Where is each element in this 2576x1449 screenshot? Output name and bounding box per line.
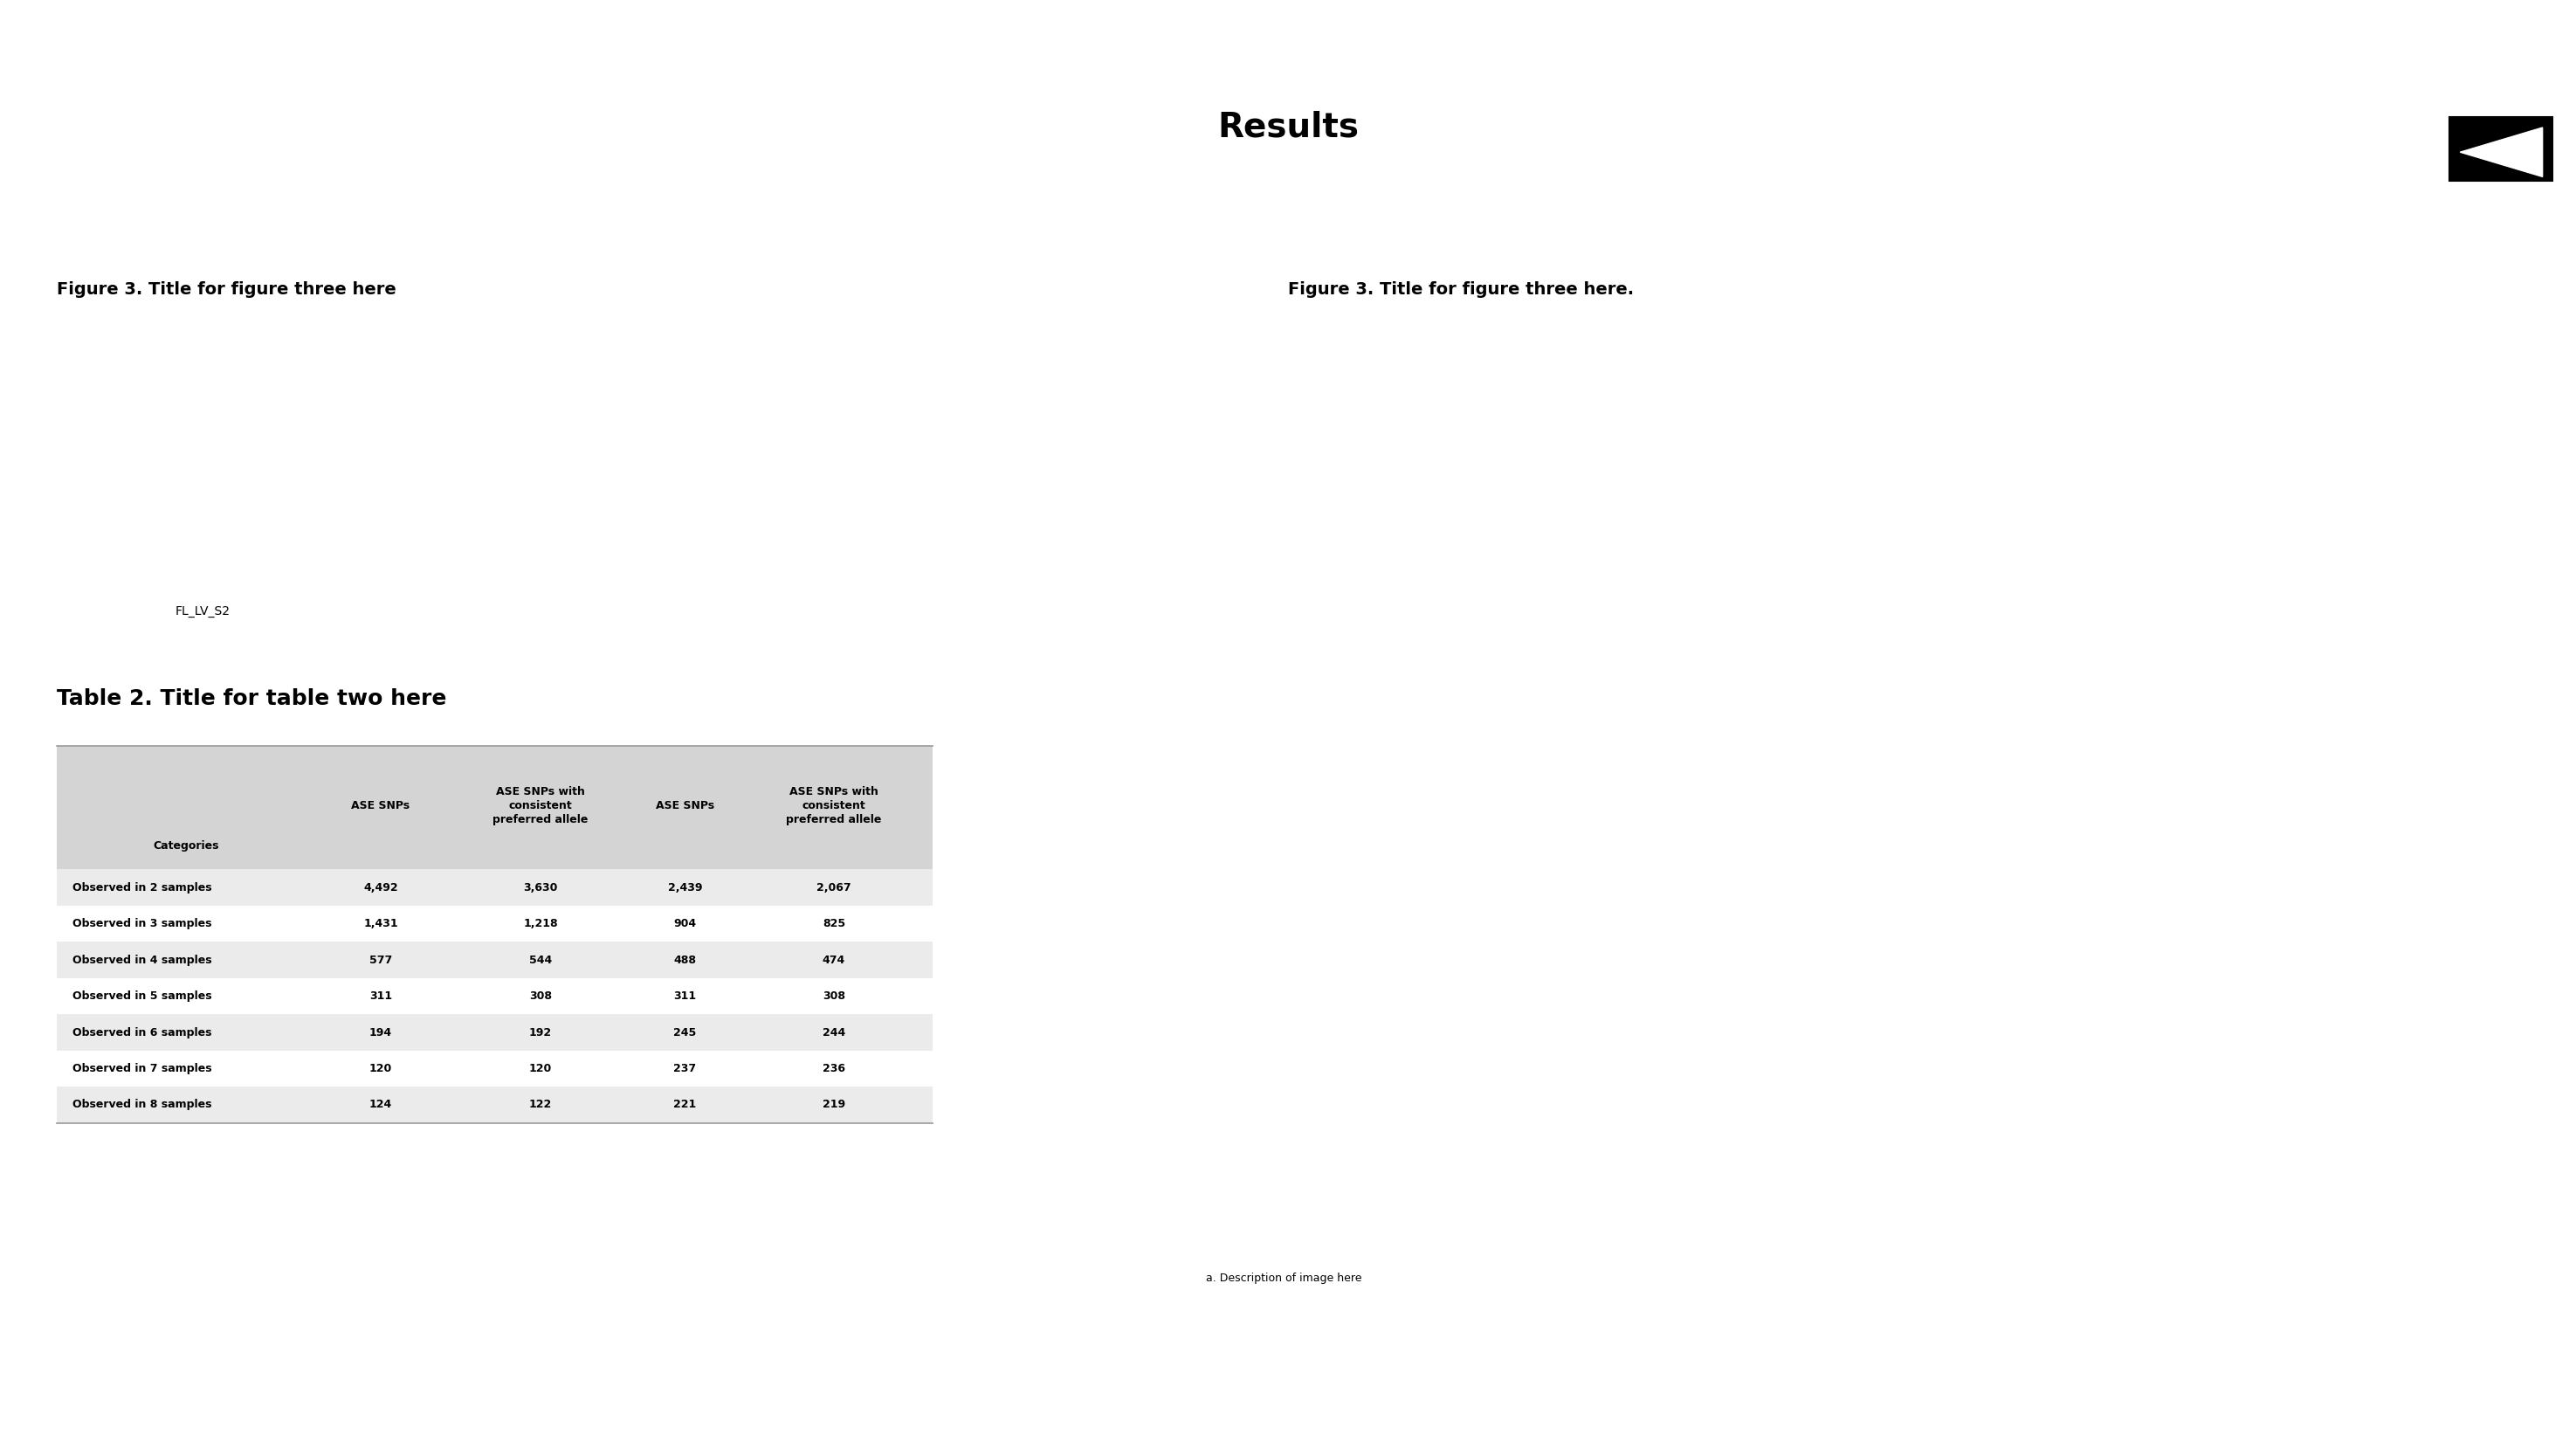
Text: 904: 904 [675, 919, 696, 929]
Text: 308: 308 [528, 991, 551, 1001]
Text: 4,492: 4,492 [363, 882, 399, 893]
Text: Figure 3. Title for figure three here.: Figure 3. Title for figure three here. [1288, 281, 1633, 298]
Polygon shape [2460, 128, 2543, 177]
Bar [57, 1051, 933, 1087]
Text: 221: 221 [675, 1100, 696, 1110]
Text: 122: 122 [528, 1100, 551, 1110]
Text: 237: 237 [675, 1064, 696, 1074]
Text: 245: 245 [675, 1027, 696, 1037]
Text: 311: 311 [675, 991, 696, 1001]
Text: 244: 244 [822, 1027, 845, 1037]
Text: 308: 308 [822, 991, 845, 1001]
Text: ASE SNPs: ASE SNPs [350, 800, 410, 811]
Text: 120: 120 [368, 1064, 392, 1074]
Text: 474: 474 [822, 955, 845, 965]
Text: 311: 311 [368, 991, 392, 1001]
Text: Categories: Categories [152, 840, 219, 852]
Text: 825: 825 [822, 919, 845, 929]
Text: Table 2. Title for table two here: Table 2. Title for table two here [57, 688, 446, 709]
Text: Results: Results [1218, 112, 1358, 143]
Bar [57, 942, 933, 978]
Text: Observed in 2 samples: Observed in 2 samples [72, 882, 211, 893]
Text: 577: 577 [368, 955, 392, 965]
Text: 1,431: 1,431 [363, 919, 399, 929]
Text: FL_LV_S2: FL_LV_S2 [175, 606, 229, 617]
Bar [57, 906, 933, 942]
Text: Observed in 8 samples: Observed in 8 samples [72, 1100, 211, 1110]
Text: Observed in 5 samples: Observed in 5 samples [72, 991, 211, 1001]
Text: 194: 194 [368, 1027, 392, 1037]
Text: 2,439: 2,439 [667, 882, 703, 893]
Text: Observed in 4 samples: Observed in 4 samples [72, 955, 211, 965]
Text: 2,067: 2,067 [817, 882, 850, 893]
Text: a. Description of image here: a. Description of image here [1206, 1272, 1363, 1284]
Text: 488: 488 [675, 955, 696, 965]
Bar [57, 869, 933, 906]
Text: 544: 544 [528, 955, 551, 965]
Text: 1,218: 1,218 [523, 919, 559, 929]
Text: Figure 3. Title for figure three here: Figure 3. Title for figure three here [57, 281, 397, 298]
Text: 3,630: 3,630 [523, 882, 559, 893]
Text: Observed in 6 samples: Observed in 6 samples [72, 1027, 211, 1037]
Text: ASE SNPs with
consistent
preferred allele: ASE SNPs with consistent preferred allel… [786, 785, 881, 824]
Text: 192: 192 [528, 1027, 551, 1037]
Text: Observed in 3 samples: Observed in 3 samples [72, 919, 211, 929]
Text: ASE SNPs: ASE SNPs [657, 800, 714, 811]
Text: 236: 236 [822, 1064, 845, 1074]
Bar [57, 1014, 933, 1051]
Text: 120: 120 [528, 1064, 551, 1074]
Text: 124: 124 [368, 1100, 392, 1110]
Bar [57, 746, 933, 869]
Text: 219: 219 [822, 1100, 845, 1110]
Bar [57, 1087, 933, 1123]
Text: Observed in 7 samples: Observed in 7 samples [72, 1064, 211, 1074]
Text: ASE SNPs with
consistent
preferred allele: ASE SNPs with consistent preferred allel… [492, 785, 587, 824]
Bar [57, 978, 933, 1014]
Bar [2450, 117, 2553, 181]
